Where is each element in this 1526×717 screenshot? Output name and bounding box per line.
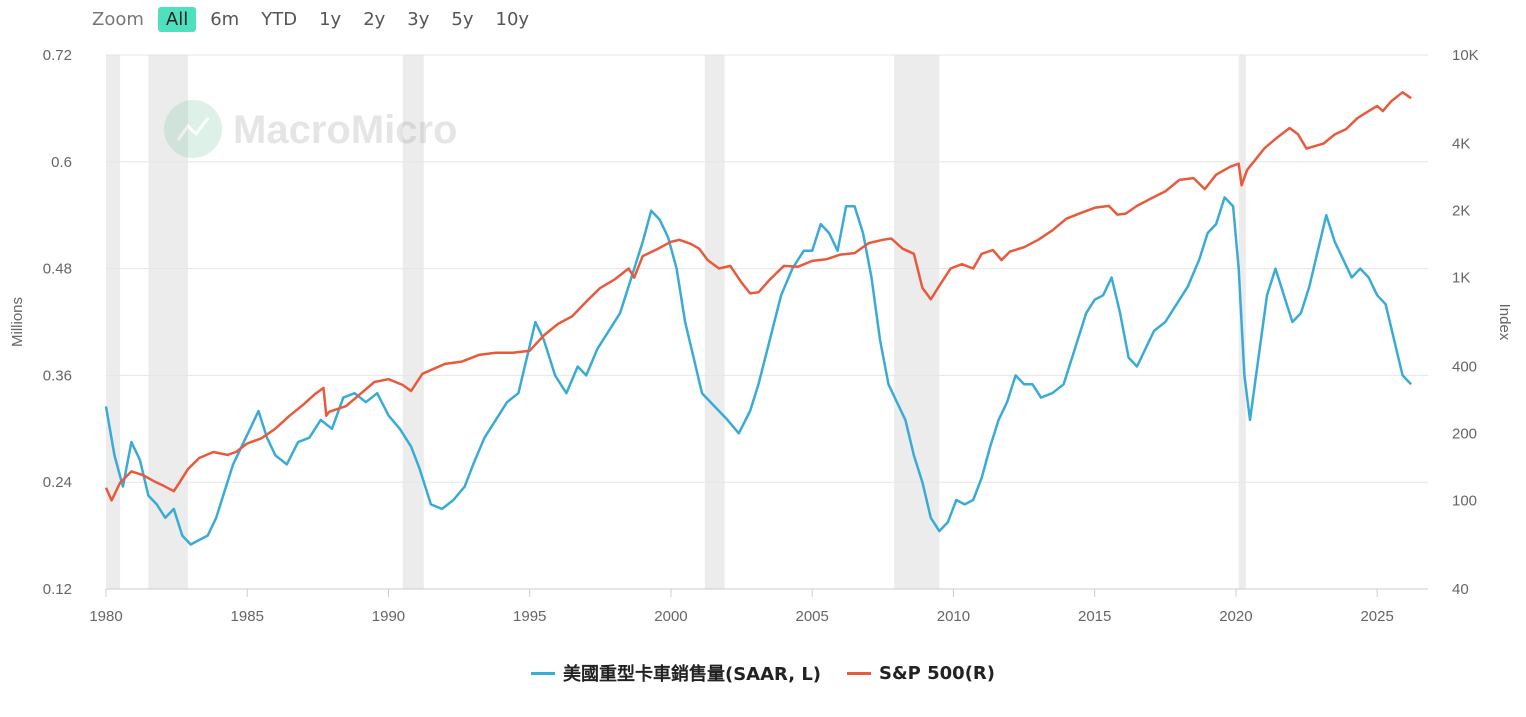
left-tick-label: 0.36	[43, 367, 72, 384]
zoom-ytd-button[interactable]: YTD	[261, 8, 298, 30]
x-tick-label: 1980	[89, 608, 122, 625]
recession-bands	[106, 55, 1246, 589]
recession-band-0	[106, 55, 121, 589]
right-axis-ticks: 40 100 200 400 1K 2K 4K 10K	[1452, 47, 1479, 598]
zoom-1y-button[interactable]: 1y	[319, 8, 342, 30]
recession-band-3	[704, 55, 725, 589]
right-tick-label: 40	[1452, 581, 1469, 598]
right-tick-label: 200	[1452, 425, 1477, 442]
x-tick-label: 2015	[1078, 608, 1111, 625]
legend-swatch-sp500	[847, 671, 872, 675]
left-axis-title: Millions	[9, 297, 26, 347]
right-tick-label: 1K	[1452, 270, 1470, 287]
zoom-label: Zoom	[92, 8, 144, 30]
watermark-icon-mark	[176, 117, 210, 141]
zoom-toolbar: Zoom All 6m YTD 1y 2y 3y 5y 10y	[92, 4, 543, 34]
recession-band-2	[402, 55, 424, 589]
x-axis-ticks: 1980 1985 1990 1995 2000 2005 2010 2015 2020 2025	[89, 589, 1394, 625]
zoom-3y-button[interactable]: 3y	[407, 8, 430, 30]
x-tick-label: 2025	[1360, 608, 1393, 625]
left-tick-label: 0.6	[51, 154, 72, 171]
legend-label-trucks: 美國重型卡車銷售量(SAAR, L)	[562, 664, 822, 685]
left-tick-label: 0.48	[43, 261, 72, 278]
x-tick-label: 1985	[231, 608, 264, 625]
x-tick-label: 2010	[937, 608, 970, 625]
left-tick-label: 0.12	[43, 581, 72, 598]
x-tick-label: 1995	[513, 608, 546, 625]
legend-label-sp500: S&P 500(R)	[879, 662, 996, 684]
zoom-all-button[interactable]: All	[157, 6, 197, 32]
left-tick-label: 0.24	[43, 474, 72, 491]
legend-item-sp500[interactable]: S&P 500(R)	[847, 660, 995, 686]
series-line-trucks[interactable]	[104, 196, 1413, 546]
recession-band-1	[148, 55, 188, 589]
right-tick-label: 10K	[1452, 47, 1479, 64]
right-tick-label: 2K	[1452, 203, 1470, 220]
x-tick-label: 1990	[372, 608, 405, 625]
zoom-5y-button[interactable]: 5y	[451, 8, 474, 30]
legend-item-trucks[interactable]: 美國重型卡車銷售量(SAAR, L)	[530, 660, 822, 686]
legend-swatch-trucks	[530, 671, 555, 675]
series-line-sp500[interactable]	[104, 91, 1412, 502]
zoom-10y-button[interactable]: 10y	[495, 8, 530, 30]
series-lines	[104, 91, 1413, 546]
left-tick-label: 0.72	[43, 47, 72, 64]
watermark-text: MacroMicro	[233, 108, 458, 152]
watermark-icon	[164, 100, 222, 158]
right-tick-label: 100	[1452, 492, 1477, 509]
left-axis-ticks: 0.12 0.24 0.36 0.48 0.6 0.72	[43, 47, 72, 598]
recession-band-4	[894, 55, 940, 589]
zoom-2y-button[interactable]: 2y	[363, 8, 386, 30]
legend: 美國重型卡車銷售量(SAAR, L) S&P 500(R)	[0, 660, 1526, 686]
x-tick-label: 2005	[796, 608, 829, 625]
right-tick-label: 4K	[1452, 136, 1470, 153]
right-tick-label: 400	[1452, 358, 1477, 375]
watermark-logo: MacroMicro	[164, 100, 458, 158]
zoom-6m-button[interactable]: 6m	[210, 8, 240, 30]
right-axis-title: Index	[1496, 304, 1513, 341]
x-tick-label: 2020	[1219, 608, 1252, 625]
x-tick-label: 2000	[654, 608, 687, 625]
